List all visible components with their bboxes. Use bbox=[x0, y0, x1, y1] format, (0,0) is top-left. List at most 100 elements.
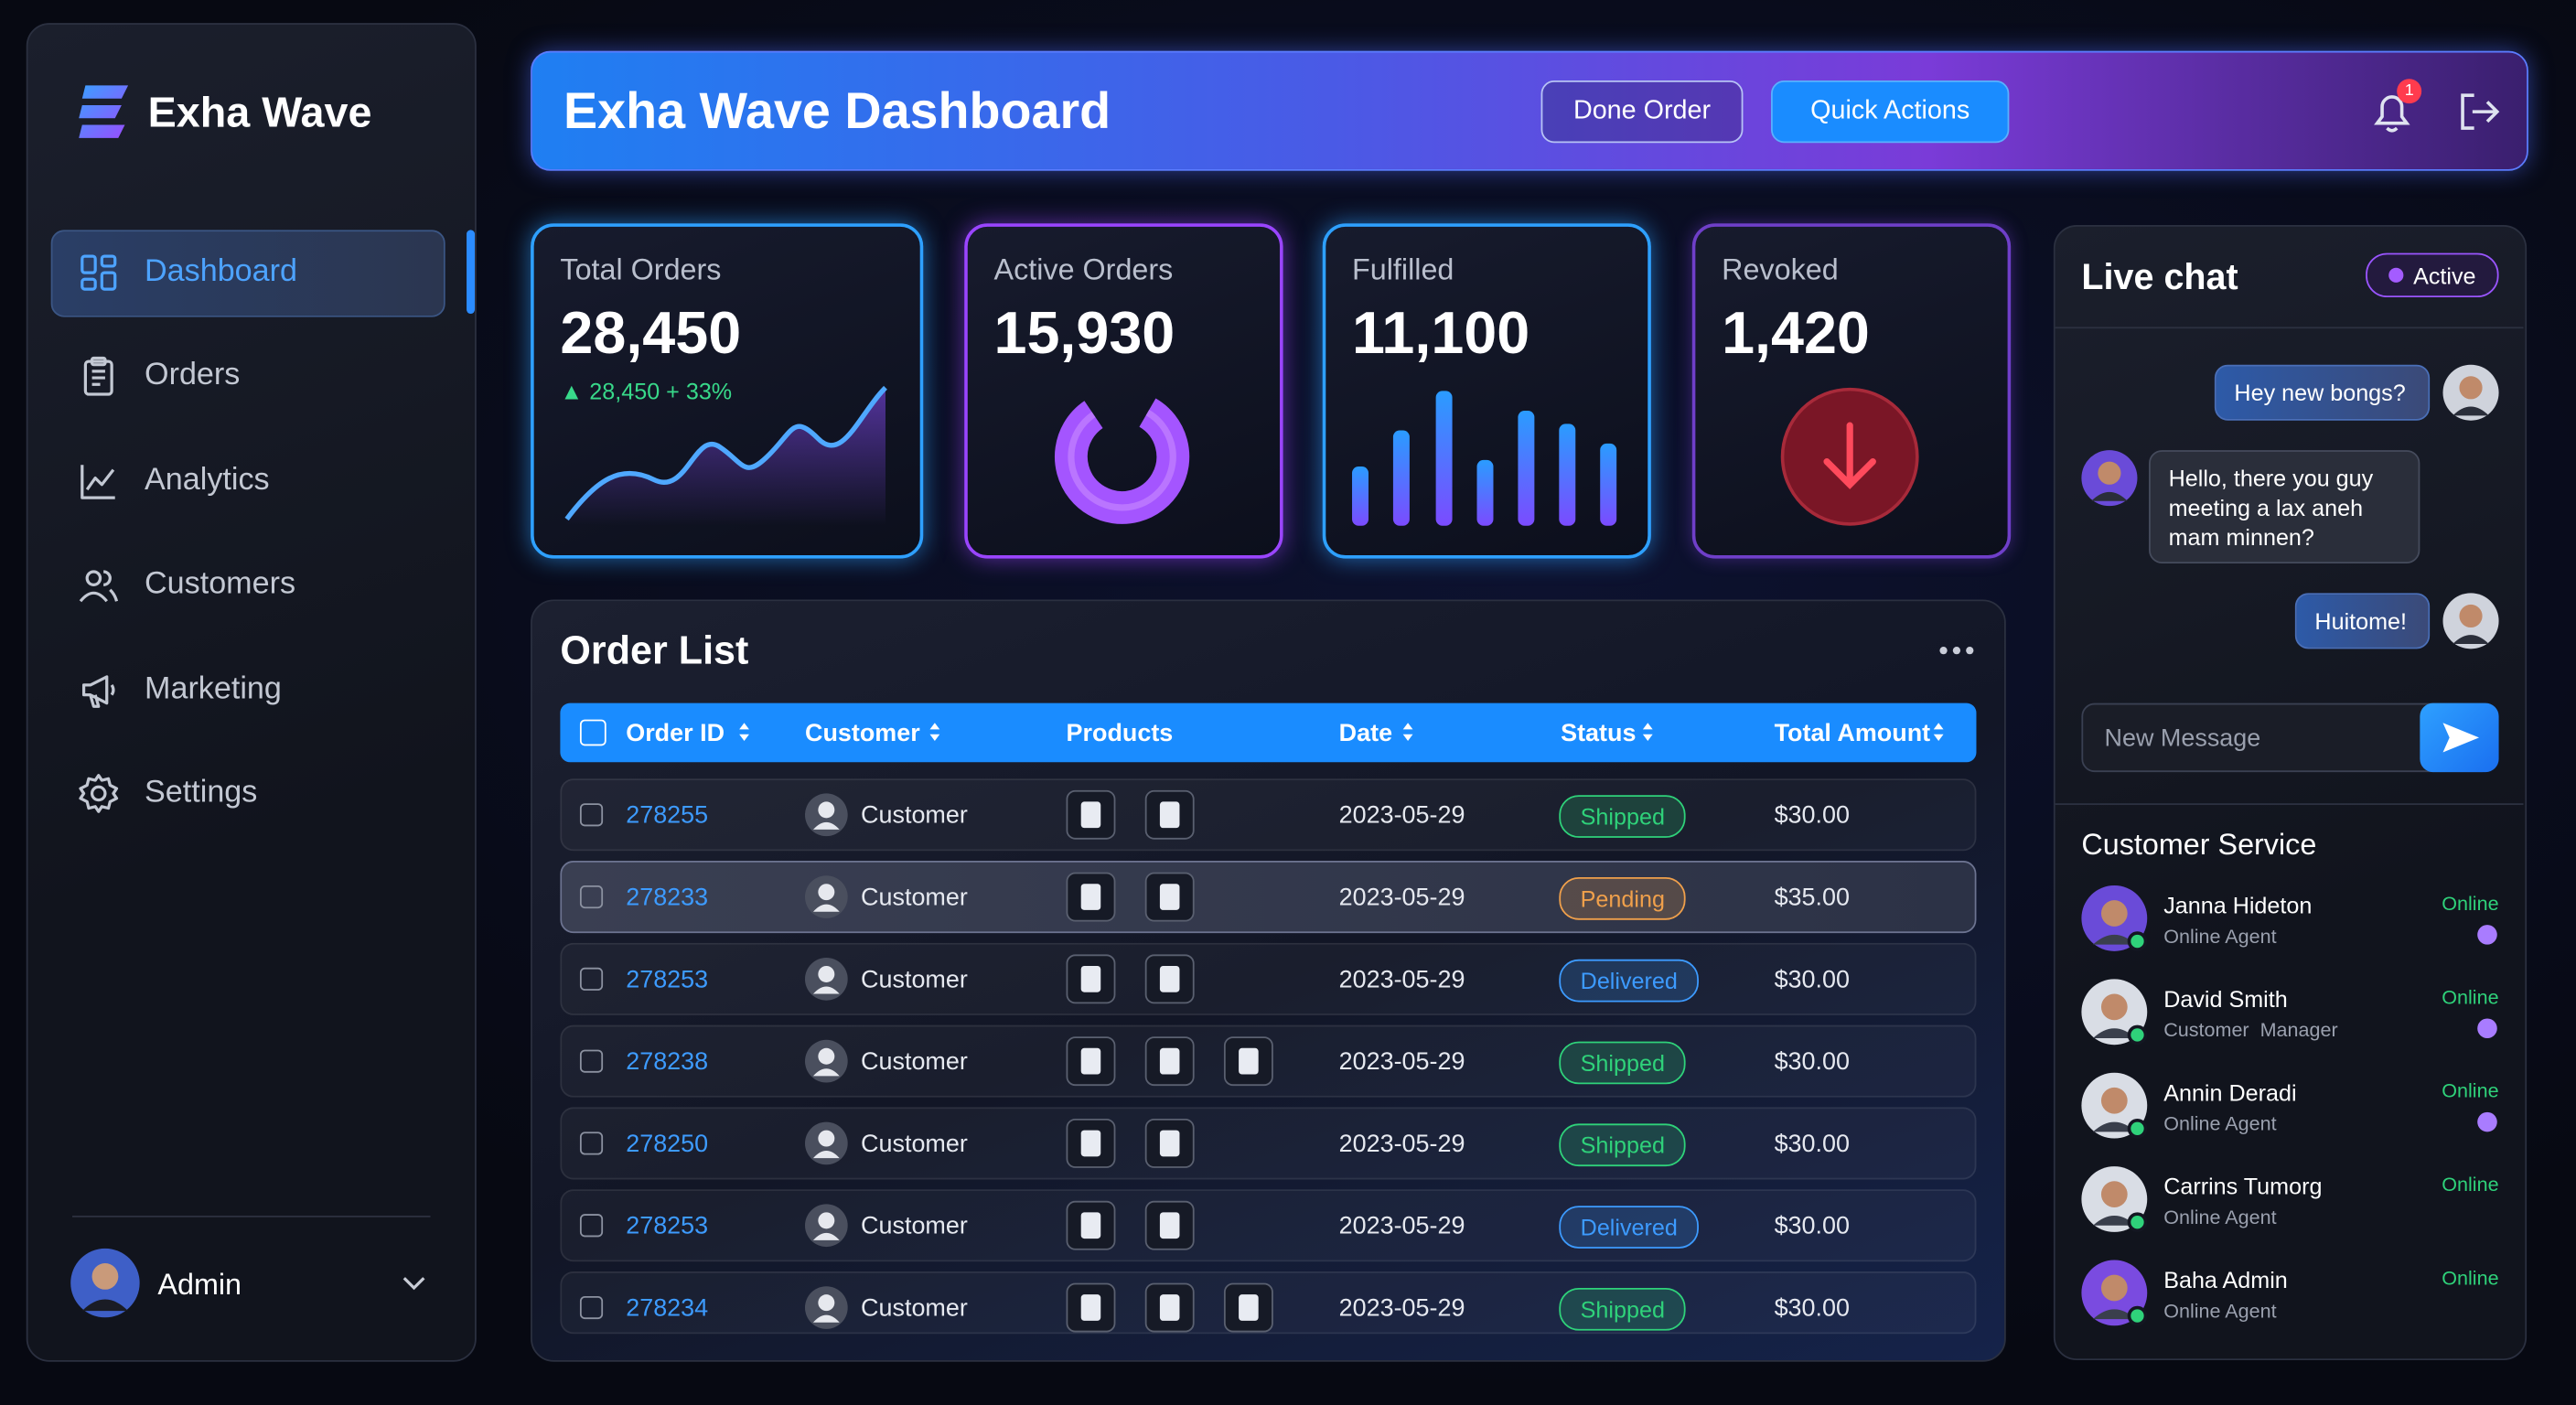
nav-item[interactable]: Analytics bbox=[145, 463, 270, 499]
sort-icon[interactable] bbox=[1401, 721, 1414, 742]
order-total: $30.00 bbox=[1774, 1293, 1850, 1322]
order-row[interactable] bbox=[560, 1107, 1977, 1180]
chat-status-text: Active bbox=[2413, 262, 2476, 289]
agent-avatar bbox=[2081, 1166, 2148, 1232]
user-avatar[interactable] bbox=[70, 1248, 140, 1318]
product-icon bbox=[1066, 1200, 1116, 1250]
row-checkbox[interactable] bbox=[579, 803, 604, 827]
done-order-button[interactable]: Done Order bbox=[1540, 80, 1744, 144]
status-pill: Shipped bbox=[1559, 795, 1687, 838]
customer-avatar bbox=[804, 1121, 848, 1165]
row-checkbox[interactable] bbox=[579, 1214, 604, 1238]
nav-item[interactable]: Orders bbox=[145, 358, 241, 393]
product-icon bbox=[1066, 1282, 1116, 1333]
status-pill: Shipped bbox=[1559, 1287, 1687, 1331]
order-id[interactable]: 278255 bbox=[626, 800, 709, 830]
nav-icon[interactable] bbox=[79, 670, 118, 710]
column-header[interactable]: Customer bbox=[804, 718, 920, 747]
user-name[interactable]: Admin bbox=[157, 1267, 242, 1301]
customer-avatar bbox=[804, 793, 848, 837]
agent-name: Annin Deradi bbox=[2163, 1078, 2297, 1106]
row-checkbox[interactable] bbox=[579, 885, 604, 909]
sort-icon[interactable] bbox=[1932, 721, 1945, 742]
agent-status: Online bbox=[2442, 985, 2499, 1009]
order-id[interactable]: 278250 bbox=[626, 1129, 709, 1158]
sort-icon[interactable] bbox=[1641, 721, 1654, 742]
column-header[interactable]: Total Amount bbox=[1774, 718, 1931, 747]
stat-value: 15,930 bbox=[993, 298, 1175, 367]
header-title: Exha Wave Dashboard bbox=[563, 81, 1111, 140]
notification-badge: 1 bbox=[2397, 79, 2422, 104]
order-id[interactable]: 278238 bbox=[626, 1046, 709, 1076]
donut-icon bbox=[1054, 389, 1190, 524]
row-checkbox[interactable] bbox=[579, 1049, 604, 1073]
nav-icon[interactable] bbox=[79, 565, 119, 605]
select-all-checkbox[interactable] bbox=[579, 719, 606, 746]
status-pill: Delivered bbox=[1559, 959, 1700, 1003]
order-id[interactable]: 278233 bbox=[626, 883, 709, 911]
agent-status: Online bbox=[2442, 892, 2499, 916]
order-row[interactable] bbox=[560, 1271, 1977, 1335]
row-checkbox[interactable] bbox=[579, 967, 604, 991]
customer-avatar bbox=[804, 875, 848, 918]
quick-actions-button[interactable]: Quick Actions bbox=[1770, 80, 2010, 144]
divider bbox=[72, 1215, 431, 1217]
row-checkbox[interactable] bbox=[579, 1295, 604, 1320]
chevron[interactable] bbox=[402, 1275, 425, 1292]
bell-icon[interactable] bbox=[2370, 89, 2413, 134]
order-id[interactable]: 278253 bbox=[626, 965, 709, 993]
nav-item[interactable]: Dashboard bbox=[145, 254, 297, 290]
order-row[interactable] bbox=[560, 1024, 1977, 1098]
agent-role: Online Agent bbox=[2163, 1206, 2277, 1229]
header-bar bbox=[531, 50, 2528, 171]
agent-role: Online Agent bbox=[2163, 1299, 2277, 1323]
agent-avatar bbox=[2081, 1072, 2148, 1139]
agent-status: Online bbox=[2442, 1173, 2499, 1196]
nav-icon[interactable] bbox=[79, 253, 118, 293]
order-id[interactable]: 278234 bbox=[626, 1293, 709, 1322]
agent-name: Baha Admin bbox=[2163, 1266, 2288, 1293]
column-header[interactable]: Date bbox=[1338, 718, 1393, 747]
logout-icon[interactable] bbox=[2458, 92, 2501, 132]
nav-icon[interactable] bbox=[79, 774, 119, 813]
nav-item[interactable]: Marketing bbox=[145, 671, 282, 707]
brand-logo bbox=[79, 85, 129, 138]
column-header[interactable]: Status bbox=[1561, 718, 1637, 747]
product-icon bbox=[1066, 1036, 1116, 1087]
order-id[interactable]: 278253 bbox=[626, 1211, 709, 1240]
order-total: $30.00 bbox=[1774, 1046, 1850, 1076]
order-row[interactable] bbox=[560, 861, 1977, 934]
nav-item[interactable]: Settings bbox=[145, 775, 258, 810]
agent-dot bbox=[2477, 1018, 2497, 1039]
product-icon bbox=[1066, 789, 1116, 840]
column-header[interactable]: Products bbox=[1066, 718, 1174, 747]
stat-label: Total Orders bbox=[560, 252, 722, 286]
column-header[interactable]: Order ID bbox=[626, 718, 725, 747]
chat-avatar bbox=[2442, 593, 2499, 649]
nav-icon[interactable] bbox=[79, 356, 118, 396]
nav-icon[interactable] bbox=[79, 462, 118, 501]
agent-name: David Smith bbox=[2163, 985, 2288, 1013]
order-row[interactable] bbox=[560, 778, 1977, 852]
nav-item[interactable]: Customers bbox=[145, 566, 296, 602]
more-menu[interactable] bbox=[1938, 646, 1975, 656]
brand-name: Exha Wave bbox=[147, 86, 372, 136]
product-icon bbox=[1144, 1200, 1195, 1250]
sort-icon[interactable] bbox=[737, 721, 750, 742]
customer-name: Customer bbox=[861, 800, 968, 830]
order-row[interactable] bbox=[560, 1189, 1977, 1262]
chat-avatar bbox=[2442, 364, 2499, 421]
stat-value: 28,450 bbox=[560, 298, 742, 367]
customer-name: Customer bbox=[861, 1211, 968, 1240]
sort-icon[interactable] bbox=[928, 721, 941, 742]
product-icon bbox=[1144, 1036, 1195, 1087]
divider bbox=[2055, 327, 2524, 329]
stat-label: Fulfilled bbox=[1352, 252, 1454, 286]
order-date: 2023-05-29 bbox=[1338, 883, 1465, 911]
agent-status: Online bbox=[2442, 1078, 2499, 1103]
order-row[interactable] bbox=[560, 942, 1977, 1015]
agent-role: Online Agent bbox=[2163, 925, 2277, 949]
order-date: 2023-05-29 bbox=[1338, 1293, 1465, 1322]
row-checkbox[interactable] bbox=[579, 1132, 604, 1155]
